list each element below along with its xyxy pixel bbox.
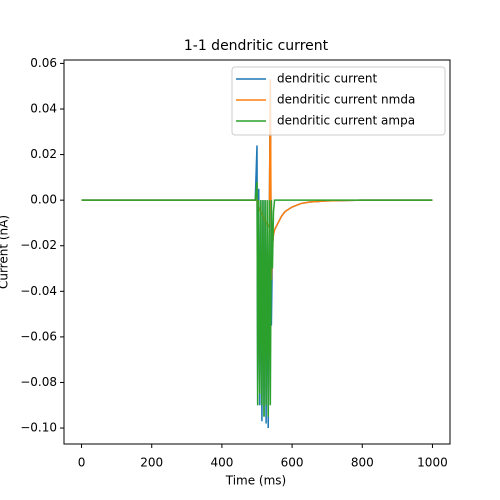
y-tick-label: −0.04 — [20, 284, 57, 298]
y-tick-label: −0.08 — [20, 375, 57, 389]
x-tick-label: 600 — [281, 456, 304, 470]
chart-title: 1-1 dendritic current — [184, 38, 329, 54]
y-tick-label: 0.00 — [30, 193, 57, 207]
legend-label: dendritic current ampa — [277, 114, 415, 128]
x-tick-label: 1000 — [417, 456, 448, 470]
series-line — [81, 181, 433, 417]
x-tick-label: 200 — [140, 456, 163, 470]
x-tick-label: 0 — [78, 456, 86, 470]
y-tick-label: 0.02 — [30, 147, 57, 161]
x-tick-label: 800 — [351, 456, 374, 470]
y-tick-label: −0.02 — [20, 238, 57, 252]
y-tick-label: 0.06 — [30, 56, 57, 70]
y-tick-label: −0.06 — [20, 329, 57, 343]
y-tick-label: 0.04 — [30, 101, 57, 115]
legend-box — [231, 66, 446, 136]
plot-frame — [63, 59, 451, 445]
y-tick-label: −0.10 — [20, 421, 57, 435]
legend-label: dendritic current nmda — [277, 93, 415, 107]
x-axis-label: Time (ms) — [225, 474, 287, 488]
x-tick-label: 400 — [210, 456, 233, 470]
legend-label: dendritic current — [277, 72, 378, 86]
y-axis-label: Current (nA) — [0, 215, 11, 289]
